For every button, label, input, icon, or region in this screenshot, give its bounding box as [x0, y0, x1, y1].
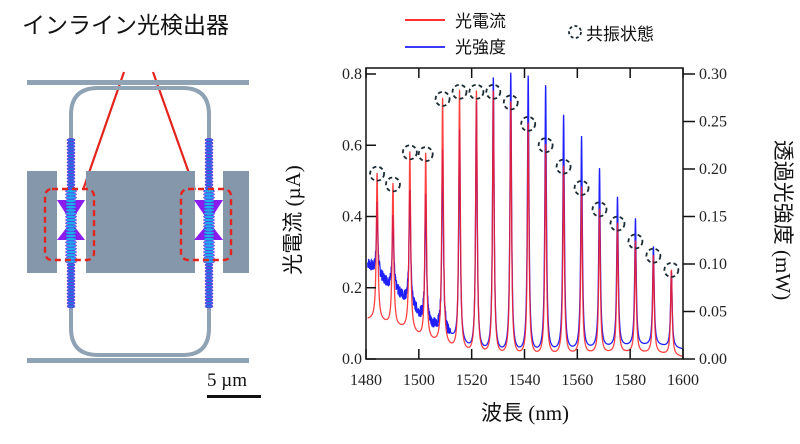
electrode-right — [223, 171, 249, 273]
x-tick-label: 1600 — [667, 372, 699, 389]
y-tick-label-left: 0.4 — [342, 209, 362, 226]
resonance-marker — [417, 146, 434, 163]
legend-marker-resonance — [568, 25, 582, 39]
pointer-line-left — [81, 71, 126, 191]
y-axis-label-right: 透過光強度 (mW) — [771, 140, 795, 300]
y-tick-label-left: 0.8 — [342, 66, 362, 83]
y-tick-label-right: 0.00 — [699, 351, 727, 368]
resonance-marker — [434, 91, 451, 107]
y-tick-label-right: 0.10 — [699, 256, 727, 273]
bus-waveguide-bottom — [27, 358, 249, 363]
y-tick-label-right: 0.05 — [699, 304, 727, 321]
x-tick-label: 1520 — [456, 372, 488, 389]
plot-frame — [365, 67, 684, 360]
legend-line-light-intensity — [405, 46, 445, 48]
y-tick-label-left: 0.6 — [342, 137, 362, 154]
detector-label: インライン光検出器 — [22, 13, 229, 39]
resonance-marker — [645, 247, 662, 264]
electrode-center — [86, 171, 195, 273]
resonance-marker — [573, 180, 590, 196]
resonance-marker — [502, 94, 519, 111]
legend-line-photocurrent — [405, 19, 445, 21]
mode-field-left — [65, 138, 77, 309]
ring-waveguide-bottom — [69, 308, 211, 357]
resonance-marker — [468, 83, 485, 100]
resonance-marker — [537, 137, 554, 154]
y-tick-label-right: 0.30 — [699, 66, 727, 83]
device-schematic — [27, 71, 249, 363]
mode-field-right — [203, 138, 215, 309]
scale-bar-label: 5 µm — [207, 370, 247, 391]
mode-lobe — [204, 304, 214, 309]
resonance-marker — [520, 115, 537, 132]
y-tick-label-left: 0.0 — [342, 351, 362, 368]
resonance-marker — [591, 201, 608, 218]
bus-waveguide-top — [27, 80, 249, 85]
resonance-marker — [369, 165, 385, 182]
resonance-marker — [627, 233, 644, 250]
resonance-marker — [385, 176, 401, 193]
y-tick-label-left: 0.2 — [342, 280, 362, 297]
x-tick-label: 1540 — [509, 372, 541, 389]
resonance-marker — [663, 262, 680, 278]
x-tick-label: 1560 — [561, 372, 593, 389]
series-line-light-intensity — [366, 72, 683, 350]
detector-highlight-left — [43, 187, 96, 262]
detector-highlight-right — [179, 187, 233, 262]
resonance-marker — [451, 83, 468, 100]
mode-lobe — [66, 304, 76, 309]
scale-bar — [207, 395, 261, 398]
legend-label-photocurrent: 光電流 — [455, 12, 506, 32]
legend-label-resonance: 共振状態 — [586, 25, 654, 45]
resonance-marker — [609, 215, 626, 232]
resonance-marker — [401, 144, 418, 161]
legend-label-light-intensity: 光強度 — [455, 38, 506, 58]
resonance-marker — [555, 158, 572, 175]
resonance-marker — [485, 83, 502, 100]
x-axis-label: 波長 (nm) — [481, 401, 569, 425]
y-axis-label-left: 光電流 (µA) — [281, 165, 305, 275]
ring-waveguide-top — [69, 86, 211, 140]
x-tick-label: 1580 — [614, 372, 646, 389]
y-tick-label-right: 0.15 — [699, 209, 727, 226]
pointer-line-right — [151, 71, 197, 191]
y-tick-label-right: 0.25 — [699, 114, 727, 131]
x-tick-label: 1480 — [350, 372, 382, 389]
x-tick-label: 1500 — [403, 372, 435, 389]
y-tick-label-right: 0.20 — [699, 161, 727, 178]
